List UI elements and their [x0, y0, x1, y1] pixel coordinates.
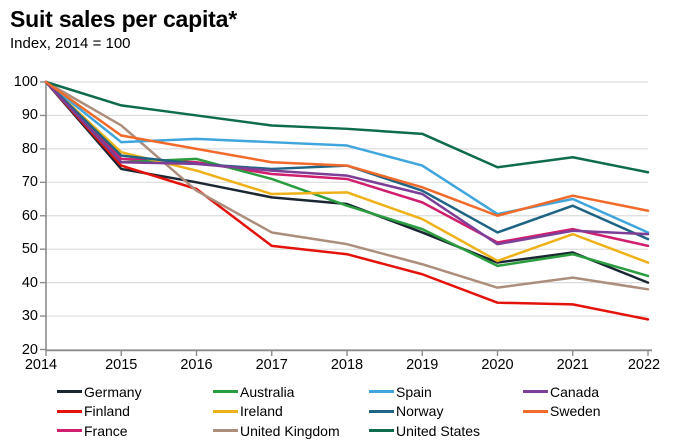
legend-label: Sweden: [550, 403, 601, 420]
legend-item-australia: Australia: [213, 382, 369, 402]
y-tick-label: 90: [21, 107, 38, 124]
y-tick-label: 80: [21, 140, 38, 157]
series-line-canada: [44, 80, 650, 246]
legend-line-swatch: [213, 409, 238, 413]
x-tick-label: 2020: [481, 357, 514, 373]
x-tick-label: 2019: [406, 357, 439, 373]
series-line-finland: [44, 80, 650, 321]
x-tick-label: 2017: [255, 357, 288, 373]
x-tick-label: 2014: [24, 357, 58, 373]
x-tick-label: 2016: [180, 357, 213, 373]
legend-label: Germany: [84, 383, 142, 400]
series-line-sweden: [44, 80, 650, 217]
legend-line-swatch: [213, 390, 238, 394]
y-tick-label: 100: [13, 74, 38, 90]
x-tick-label: 2022: [627, 357, 661, 373]
legend-label: Spain: [396, 383, 432, 400]
legend-line-swatch: [57, 429, 82, 433]
legend-line-swatch: [57, 390, 82, 394]
chart-legend: Germany Finland France Australia Ireland Unit…: [57, 382, 601, 441]
series-line-australia: [44, 80, 650, 278]
page-subtitle: Index, 2014 = 100: [10, 35, 131, 52]
legend-line-swatch: [523, 390, 548, 394]
legend-label: Ireland: [240, 403, 283, 420]
legend-line-swatch: [369, 429, 394, 433]
legend-label: Norway: [396, 403, 444, 420]
x-tick-label: 2021: [556, 357, 589, 373]
legend-item-finland: Finland: [57, 402, 213, 422]
legend-label: France: [84, 422, 128, 439]
y-tick-label: 50: [21, 241, 38, 258]
y-tick-label: 60: [21, 207, 38, 224]
legend-line-swatch: [213, 429, 238, 433]
legend-label: Finland: [84, 403, 130, 420]
legend-label: Australia: [240, 383, 295, 400]
y-tick-label: 70: [21, 174, 38, 191]
legend-item-norway: Norway: [369, 402, 523, 422]
legend-item-germany: Germany: [57, 382, 213, 402]
x-tick-label: 2018: [330, 357, 364, 373]
legend-label: United Kingdom: [240, 422, 340, 439]
y-tick-label: 30: [21, 308, 38, 325]
legend-item-ireland: Ireland: [213, 402, 369, 422]
legend-label: United States: [396, 422, 481, 439]
legend-label: Canada: [550, 383, 600, 400]
legend-item-canada: Canada: [523, 382, 601, 402]
legend-line-swatch: [523, 409, 548, 413]
page-title: Suit sales per capita*: [10, 6, 237, 32]
legend-line-swatch: [369, 409, 394, 413]
legend-item-united-kingdom: United Kingdom: [213, 421, 369, 441]
legend-item-sweden: Sweden: [523, 402, 601, 422]
y-tick-label: 20: [21, 341, 38, 358]
series-line-united-states: [44, 80, 650, 174]
y-tick-label: 40: [21, 274, 38, 291]
legend-item-france: France: [57, 421, 213, 441]
legend-line-swatch: [57, 409, 82, 413]
legend-item-spain: Spain: [369, 382, 523, 402]
series-line-united-kingdom: [44, 80, 650, 291]
legend-item-united-states: United States: [369, 421, 523, 441]
x-tick-label: 2015: [105, 357, 138, 373]
legend-line-swatch: [369, 390, 394, 394]
